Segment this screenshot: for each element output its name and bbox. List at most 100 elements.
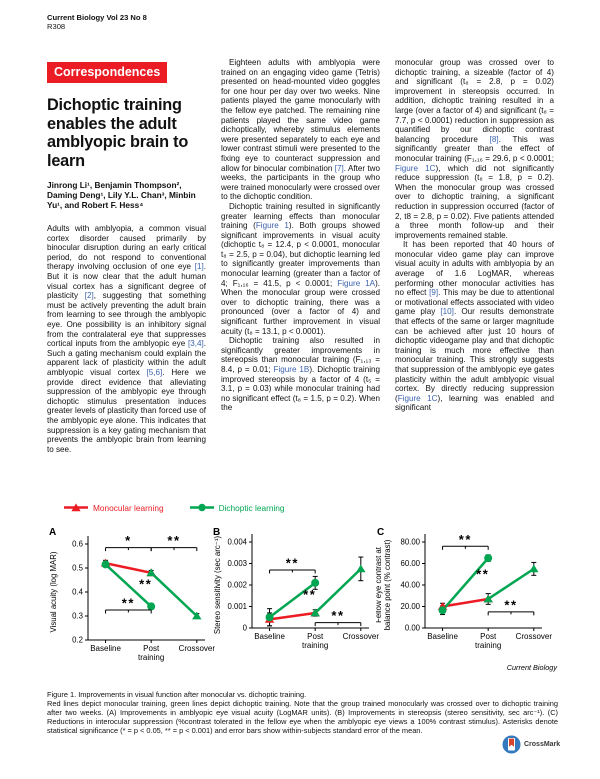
svg-text:Post: Post xyxy=(480,632,497,641)
figure-panel-b: B 0 0.001 0.002 0.003 0.004 Baseline Post traini… xyxy=(212,524,398,675)
svg-text:**: ** xyxy=(476,567,489,582)
text-segment: . Our results demonstrate that effects o… xyxy=(395,307,554,403)
svg-text:40.00: 40.00 xyxy=(400,581,420,590)
author-list: Jinrong Li¹, Benjamin Thompson², Daming … xyxy=(47,180,196,211)
svg-text:0.2: 0.2 xyxy=(72,636,83,645)
svg-text:Crossover: Crossover xyxy=(179,644,216,653)
citation-link[interactable]: [5,6] xyxy=(146,368,163,377)
citation-link[interactable]: Figure 1C xyxy=(395,163,436,173)
text-segment: Dichoptic training also resulted in sign… xyxy=(221,336,380,374)
column-1: Correspondences Dichoptic training enabl… xyxy=(47,62,206,454)
text-segment: ). Both groups showed significant improv… xyxy=(221,221,380,288)
svg-text:0.00: 0.00 xyxy=(405,624,421,633)
svg-text:0.001: 0.001 xyxy=(227,602,247,611)
citation-link[interactable]: [1] xyxy=(194,262,204,272)
svg-text:**: ** xyxy=(167,533,180,548)
figure-caption-title: Figure 1. Improvements in visual functio… xyxy=(47,690,307,699)
figure-panel-a: A 0.2 0.3 0.4 0.5 0.6 Baseline Post training Cros… xyxy=(48,524,234,675)
svg-text:Fellow eye contrast at: Fellow eye contrast at xyxy=(376,546,383,623)
svg-text:**: ** xyxy=(303,587,316,602)
figure-panel-c: C 0.00 20.00 40.00 60.00 80.00 Baseline Post tra… xyxy=(374,524,562,675)
svg-text:80.00: 80.00 xyxy=(400,538,420,547)
svg-text:Crossover: Crossover xyxy=(516,632,553,641)
legend-item: Dichoptic learning xyxy=(189,502,285,513)
page-number: R308 xyxy=(47,22,66,32)
svg-text:Baseline: Baseline xyxy=(427,632,458,641)
figure-legend: Monocular learning Dichoptic learning xyxy=(47,502,285,513)
svg-text:**: ** xyxy=(504,597,517,612)
svg-text:**: ** xyxy=(459,532,472,547)
svg-text:balance point (% contrast): balance point (% contrast) xyxy=(383,539,392,630)
svg-text:0.004: 0.004 xyxy=(227,538,247,547)
chart-panel-c: C 0.00 20.00 40.00 60.00 80.00 Baseline Posttra… xyxy=(374,527,553,650)
svg-text:20.00: 20.00 xyxy=(400,602,420,611)
svg-text:Post: Post xyxy=(143,644,160,653)
svg-text:0.3: 0.3 xyxy=(72,612,83,621)
svg-text:training: training xyxy=(475,641,501,650)
svg-text:0.002: 0.002 xyxy=(227,581,247,590)
text-segment: . This may be due to attentional or moti… xyxy=(395,288,554,317)
body-paragraph: Adults with amblyopia, a common visual c… xyxy=(47,224,206,454)
text-segment: ). Dichoptic training improved stereopsi… xyxy=(221,365,381,413)
figure-caption: Figure 1. Improvements in visual functio… xyxy=(47,690,558,735)
text-segment: . Such a gating mechanism could explain … xyxy=(47,339,206,377)
page-header: Current Biology Vol 23 No 8 R308 xyxy=(47,13,147,31)
citation-link[interactable]: Figure 1B xyxy=(273,365,310,374)
citation-link[interactable]: [3,4] xyxy=(188,339,204,349)
crossmark-label: CrossMark xyxy=(524,741,561,748)
text-segment: It has been reported that 40 hours of mo… xyxy=(395,240,554,298)
svg-text:**: ** xyxy=(286,555,299,570)
crossmark-badge[interactable]: CrossMark xyxy=(502,735,560,754)
text-segment: . Here we provide direct evidence that a… xyxy=(47,368,206,454)
body-paragraph: Dichoptic training also resulted in sign… xyxy=(221,336,380,413)
text-segment: Dichoptic training resulted in significa… xyxy=(221,201,380,231)
svg-text:B: B xyxy=(213,527,220,538)
svg-text:training: training xyxy=(302,641,328,650)
column-2: Eighteen adults with amblyopia were trai… xyxy=(221,58,380,413)
legend-label: Dichoptic learning xyxy=(218,502,285,513)
chart-panel-b: B 0 0.001 0.002 0.003 0.004 Baseline Posttraini… xyxy=(213,527,380,650)
text-segment: . But it is now clear that the adult hum… xyxy=(47,262,206,301)
body-paragraph: Eighteen adults with amblyopia were trai… xyxy=(221,58,380,202)
svg-text:Stereo sensitivity (sec arc⁻¹): Stereo sensitivity (sec arc⁻¹) xyxy=(213,536,222,635)
citation-link[interactable]: [7] xyxy=(334,163,344,173)
svg-text:Crossover: Crossover xyxy=(343,632,380,641)
citation-link[interactable]: Figure 1 xyxy=(255,221,289,231)
legend-marker-icon xyxy=(189,503,214,512)
citation-link[interactable]: Figure 1C xyxy=(397,393,438,403)
svg-text:Baseline: Baseline xyxy=(254,632,285,641)
journal-mark: Current Biology xyxy=(506,663,557,672)
text-segment: ), learning was enabled and significant xyxy=(395,393,554,413)
text-segment: , suggesting that something must be acti… xyxy=(47,291,206,349)
article-title: Dichoptic training enables the adult amb… xyxy=(47,96,189,170)
body-paragraph: Dichoptic training resulted in significa… xyxy=(221,202,380,336)
text-segment: Eighteen adults with amblyopia were trai… xyxy=(221,58,380,173)
svg-text:0: 0 xyxy=(243,624,248,633)
crossmark-icon xyxy=(502,735,521,754)
figure-caption-body: Red lines depict monocular training, gre… xyxy=(47,699,558,735)
citation-link[interactable]: [2] xyxy=(84,291,94,301)
svg-text:C: C xyxy=(377,527,384,538)
svg-text:Post: Post xyxy=(307,632,324,641)
svg-text:Visual acuity (log MAR): Visual acuity (log MAR) xyxy=(49,551,58,632)
legend-marker-icon xyxy=(64,503,88,512)
svg-text:*: * xyxy=(125,533,132,548)
text-segment: ). When the monocular group were crossed… xyxy=(221,278,381,336)
citation-link[interactable]: [10] xyxy=(440,307,454,317)
svg-text:Baseline: Baseline xyxy=(90,644,121,653)
svg-text:0.4: 0.4 xyxy=(72,588,84,597)
body-paragraph: monocular group was crossed over to dich… xyxy=(395,58,554,240)
journal-volume: Current Biology Vol 23 No 8 xyxy=(47,13,147,22)
legend-item: Monocular learning xyxy=(63,502,164,513)
body-paragraph: It has been reported that 40 hours of mo… xyxy=(395,240,554,413)
text-segment: monocular group was crossed over to dich… xyxy=(395,58,554,144)
citation-link[interactable]: [9] xyxy=(429,288,439,298)
svg-text:60.00: 60.00 xyxy=(400,559,420,568)
citation-link[interactable]: Figure 1A xyxy=(337,278,376,288)
text-segment: Adults with amblyopia, a common visual c… xyxy=(47,224,206,272)
citation-link[interactable]: [8] xyxy=(489,134,499,144)
legend-label: Monocular learning xyxy=(93,502,164,513)
svg-text:training: training xyxy=(138,653,164,662)
